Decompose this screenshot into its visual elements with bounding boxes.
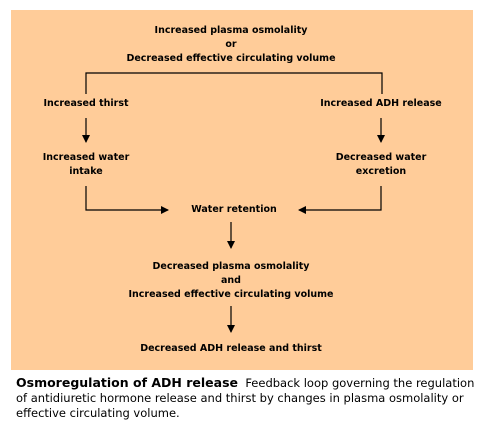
left-node-intake-line1: Increased water: [42, 152, 130, 163]
left-node-intake-line2: intake: [69, 166, 103, 177]
left-node-intake: Increased water intake: [26, 151, 146, 179]
top-node: Increased plasma osmolality or Decreased…: [81, 24, 381, 66]
right-node-excretion-line1: Decreased water: [335, 152, 427, 163]
final-node: Decreased ADH release and thirst: [140, 343, 322, 354]
bottom-line1: Decreased plasma osmolality: [152, 261, 310, 272]
caption-text: Feedback loop governing the regulation o…: [16, 376, 475, 420]
top-line1: Increased plasma osmolality: [154, 25, 308, 36]
top-or: or: [225, 39, 237, 50]
bottom-and: and: [221, 275, 241, 286]
left-node-thirst: Increased thirst: [43, 98, 129, 109]
right-node-adh: Increased ADH release: [320, 98, 442, 109]
right-node-excretion-line2: excretion: [355, 166, 407, 177]
bottom-node: Decreased plasma osmolality and Increase…: [81, 260, 381, 302]
center-node-retention: Water retention: [191, 204, 277, 215]
bottom-line2: Increased effective circulating volume: [128, 289, 334, 300]
right-node-excretion: Decreased water excretion: [306, 151, 456, 179]
top-line2: Decreased effective circulating volume: [126, 53, 336, 64]
caption-title: Osmoregulation of ADH release: [16, 375, 238, 390]
split-connector: [85, 72, 383, 94]
arrow-intake-to-retention: [85, 186, 169, 214]
figure-caption: Osmoregulation of ADH release Feedback l…: [16, 375, 476, 421]
arrow-excretion-to-retention: [298, 186, 382, 214]
diagram-panel: [11, 10, 473, 370]
